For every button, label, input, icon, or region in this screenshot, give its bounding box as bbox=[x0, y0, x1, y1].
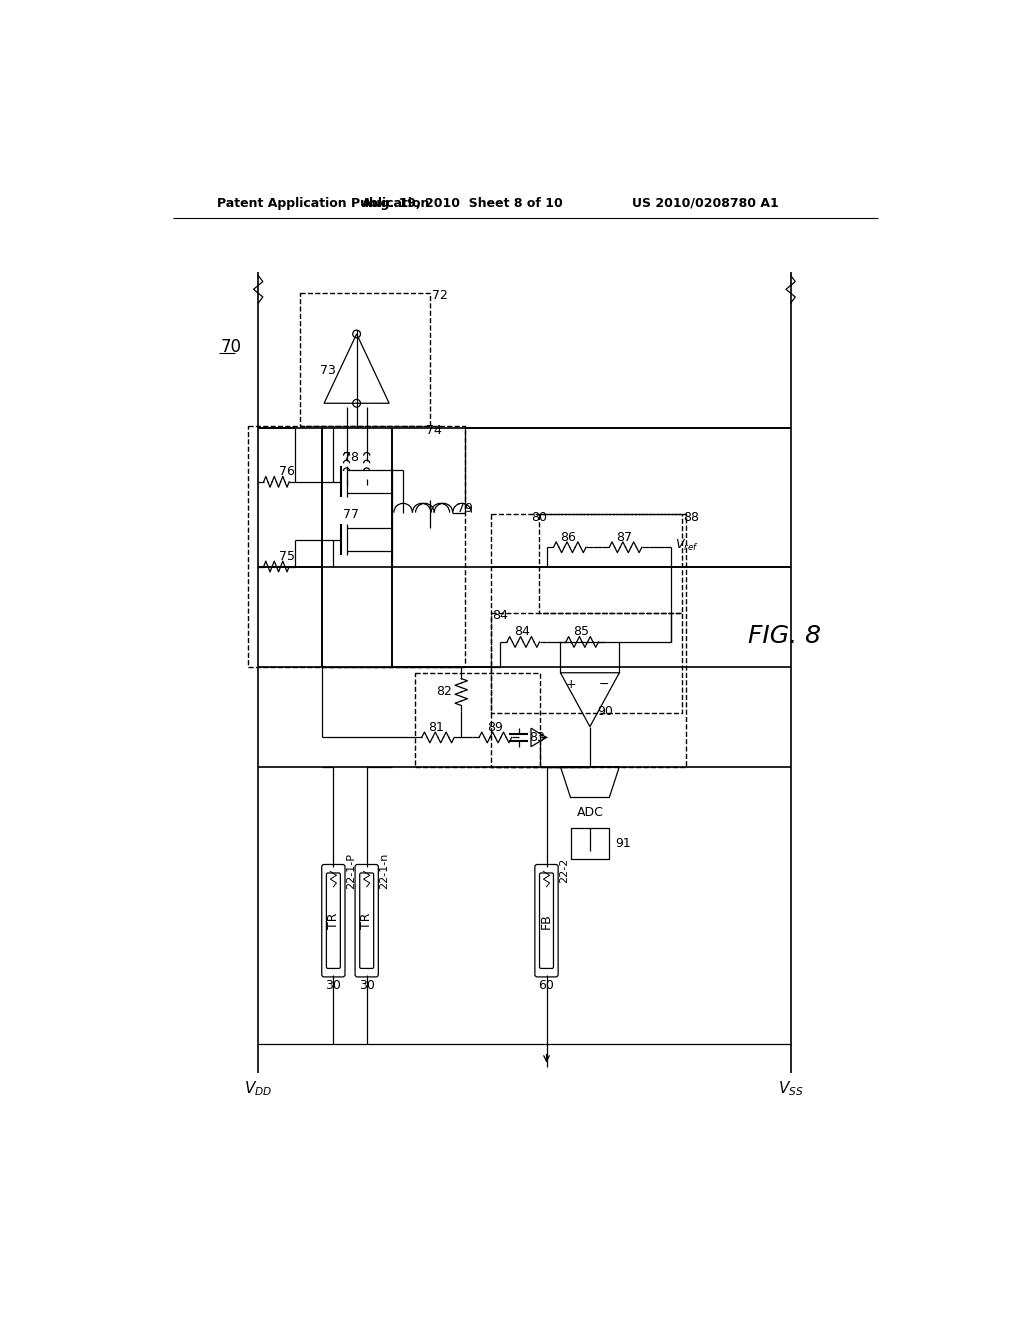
Text: 88: 88 bbox=[683, 511, 699, 524]
Text: FB: FB bbox=[540, 913, 553, 928]
Text: −: − bbox=[599, 677, 609, 690]
Text: FIG. 8: FIG. 8 bbox=[748, 624, 821, 648]
Text: Aug. 19, 2010  Sheet 8 of 10: Aug. 19, 2010 Sheet 8 of 10 bbox=[362, 197, 563, 210]
Text: Patent Application Publication: Patent Application Publication bbox=[217, 197, 429, 210]
Text: 91: 91 bbox=[615, 837, 631, 850]
Text: $V_{DD}$: $V_{DD}$ bbox=[244, 1080, 272, 1098]
Text: 89: 89 bbox=[486, 721, 503, 734]
Text: 22-1-P: 22-1-P bbox=[346, 853, 355, 888]
Text: 70: 70 bbox=[221, 338, 242, 356]
Text: 75: 75 bbox=[280, 550, 295, 564]
Text: $V_{ref}$: $V_{ref}$ bbox=[675, 539, 698, 553]
Text: 83: 83 bbox=[529, 731, 546, 744]
Text: 80: 80 bbox=[531, 511, 547, 524]
Text: 86: 86 bbox=[560, 531, 577, 544]
Text: 79: 79 bbox=[458, 502, 473, 515]
Text: 81: 81 bbox=[428, 721, 444, 734]
Text: 60: 60 bbox=[539, 979, 554, 991]
Text: 74: 74 bbox=[426, 424, 442, 437]
Text: 30: 30 bbox=[358, 979, 375, 991]
FancyBboxPatch shape bbox=[322, 865, 345, 977]
Text: 72: 72 bbox=[432, 289, 447, 302]
Text: TR: TR bbox=[327, 912, 340, 929]
FancyBboxPatch shape bbox=[359, 873, 374, 969]
Text: $V_{SS}$: $V_{SS}$ bbox=[778, 1080, 804, 1098]
Text: 82: 82 bbox=[436, 685, 452, 698]
Text: TR: TR bbox=[360, 912, 373, 929]
Text: 85: 85 bbox=[573, 626, 590, 639]
Text: 78: 78 bbox=[343, 450, 358, 463]
Text: US 2010/0208780 A1: US 2010/0208780 A1 bbox=[632, 197, 779, 210]
Text: 90: 90 bbox=[598, 705, 613, 718]
FancyBboxPatch shape bbox=[540, 873, 554, 969]
Text: 22-1-n: 22-1-n bbox=[379, 853, 389, 888]
Text: 22-2: 22-2 bbox=[559, 858, 569, 883]
Text: 84: 84 bbox=[514, 626, 530, 639]
Text: 77: 77 bbox=[343, 508, 358, 520]
Text: ADC: ADC bbox=[577, 807, 603, 820]
Text: 30: 30 bbox=[326, 979, 341, 991]
Text: 73: 73 bbox=[321, 363, 336, 376]
FancyBboxPatch shape bbox=[570, 829, 609, 859]
Text: 76: 76 bbox=[280, 465, 295, 478]
Text: 84: 84 bbox=[493, 610, 508, 622]
Text: 87: 87 bbox=[616, 531, 632, 544]
FancyBboxPatch shape bbox=[535, 865, 558, 977]
FancyBboxPatch shape bbox=[327, 873, 340, 969]
Text: +: + bbox=[565, 677, 575, 690]
FancyBboxPatch shape bbox=[355, 865, 378, 977]
